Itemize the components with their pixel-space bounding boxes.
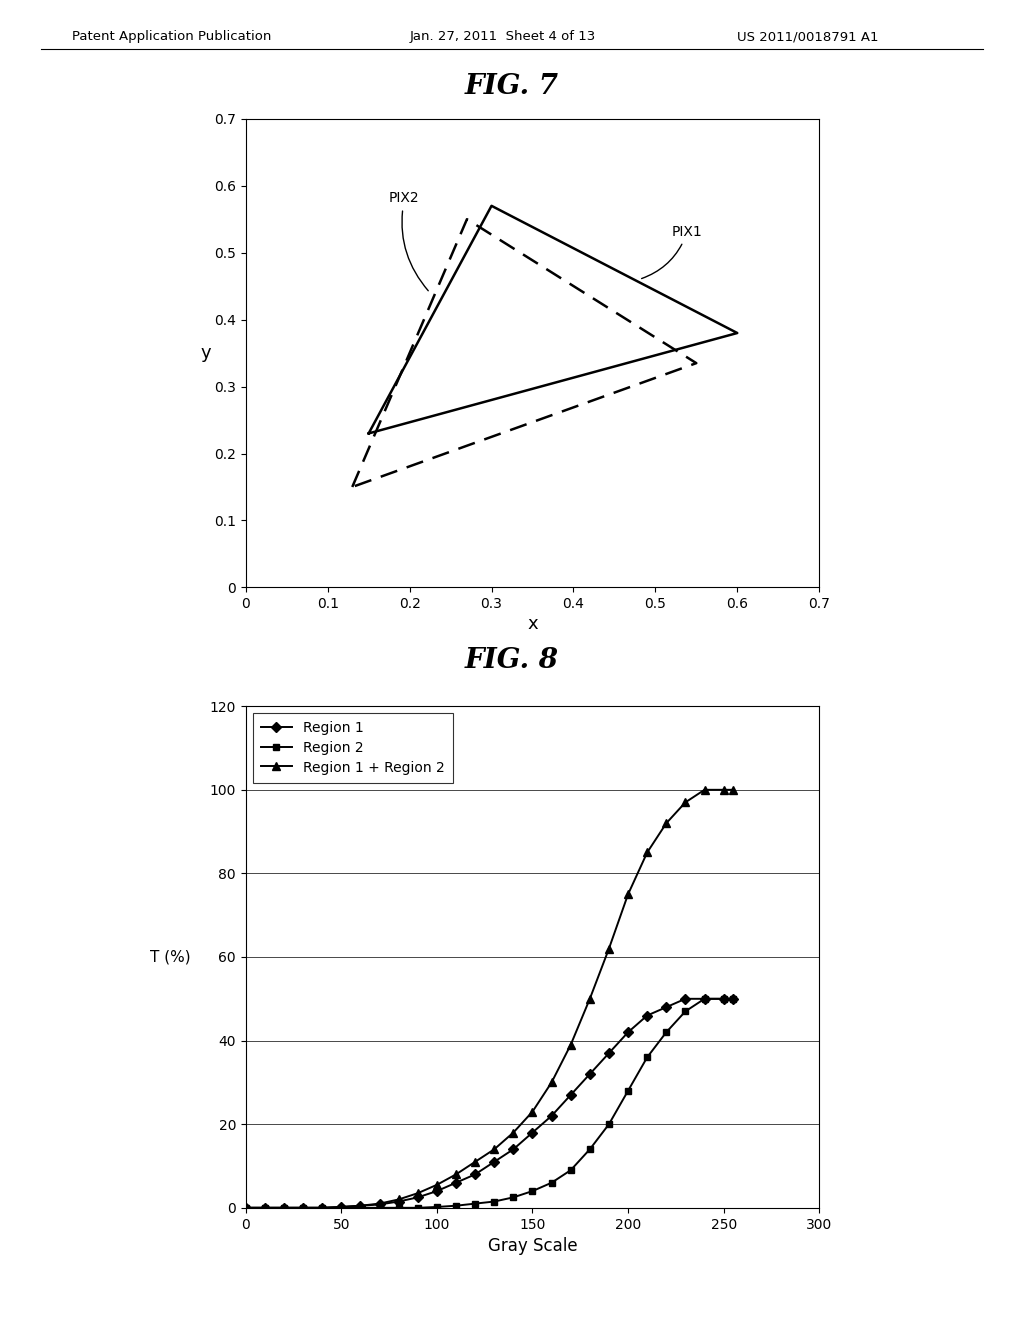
- Region 1 + Region 2: [641, 845, 653, 861]
- Region 1: [488, 1154, 501, 1170]
- Region 1: [354, 1197, 367, 1213]
- Region 2: [335, 1200, 347, 1216]
- Y-axis label: T (%): T (%): [151, 949, 191, 965]
- Legend: Region 1, Region 2, Region 1 + Region 2: Region 1, Region 2, Region 1 + Region 2: [253, 713, 453, 783]
- Text: US 2011/0018791 A1: US 2011/0018791 A1: [737, 30, 879, 44]
- Region 1 + Region 2: [392, 1192, 404, 1208]
- Region 1: [412, 1189, 424, 1205]
- Region 2: [469, 1196, 481, 1212]
- Region 2: [412, 1200, 424, 1216]
- Region 1 + Region 2: [297, 1200, 309, 1216]
- Region 1: [335, 1199, 347, 1214]
- Region 1: [259, 1200, 271, 1216]
- Line: Region 1 + Region 2: Region 1 + Region 2: [242, 785, 737, 1212]
- Text: Jan. 27, 2011  Sheet 4 of 13: Jan. 27, 2011 Sheet 4 of 13: [410, 30, 596, 44]
- Region 2: [278, 1200, 290, 1216]
- Region 1 + Region 2: [727, 781, 739, 797]
- Region 1 + Region 2: [488, 1142, 501, 1158]
- Text: FIG. 7: FIG. 7: [465, 73, 559, 99]
- Region 1: [469, 1167, 481, 1183]
- Region 2: [622, 1082, 634, 1098]
- Region 2: [584, 1142, 596, 1158]
- Region 1 + Region 2: [546, 1074, 558, 1090]
- Text: Patent Application Publication: Patent Application Publication: [72, 30, 271, 44]
- Region 2: [488, 1193, 501, 1209]
- Region 1 + Region 2: [374, 1196, 386, 1212]
- Region 1 + Region 2: [718, 781, 730, 797]
- Region 1 + Region 2: [564, 1038, 577, 1053]
- Region 1 + Region 2: [507, 1125, 519, 1140]
- Region 1: [297, 1200, 309, 1216]
- Line: Region 1: Region 1: [243, 995, 736, 1212]
- Region 1: [603, 1045, 615, 1061]
- Region 1: [316, 1200, 329, 1216]
- Region 1: [727, 991, 739, 1007]
- Region 1 + Region 2: [584, 991, 596, 1007]
- Region 2: [727, 991, 739, 1007]
- Region 1 + Region 2: [240, 1200, 252, 1216]
- Region 1: [392, 1193, 404, 1209]
- Region 2: [660, 1024, 673, 1040]
- Region 1: [584, 1067, 596, 1082]
- Region 1 + Region 2: [450, 1167, 462, 1183]
- Region 1 + Region 2: [316, 1200, 329, 1216]
- Region 2: [240, 1200, 252, 1216]
- Y-axis label: y: y: [201, 345, 211, 362]
- Region 2: [698, 991, 711, 1007]
- X-axis label: Gray Scale: Gray Scale: [487, 1237, 578, 1255]
- Region 2: [374, 1200, 386, 1216]
- Region 1 + Region 2: [679, 795, 691, 810]
- Region 1 + Region 2: [622, 887, 634, 903]
- X-axis label: x: x: [527, 615, 538, 634]
- Region 1: [278, 1200, 290, 1216]
- Region 2: [316, 1200, 329, 1216]
- Region 2: [297, 1200, 309, 1216]
- Region 1 + Region 2: [278, 1200, 290, 1216]
- Region 1: [641, 1007, 653, 1023]
- Region 1: [450, 1175, 462, 1191]
- Region 1: [431, 1183, 443, 1199]
- Region 2: [450, 1197, 462, 1213]
- Region 1 + Region 2: [335, 1199, 347, 1214]
- Region 1 + Region 2: [603, 941, 615, 957]
- Region 2: [546, 1175, 558, 1191]
- Region 2: [507, 1189, 519, 1205]
- Text: FIG. 8: FIG. 8: [465, 647, 559, 673]
- Region 1: [718, 991, 730, 1007]
- Region 2: [679, 1003, 691, 1019]
- Region 1: [526, 1125, 539, 1140]
- Region 1: [564, 1088, 577, 1104]
- Region 1: [240, 1200, 252, 1216]
- Region 1: [507, 1142, 519, 1158]
- Region 1 + Region 2: [660, 816, 673, 832]
- Region 1 + Region 2: [259, 1200, 271, 1216]
- Text: PIX1: PIX1: [642, 224, 702, 279]
- Region 2: [259, 1200, 271, 1216]
- Region 2: [641, 1049, 653, 1065]
- Region 2: [603, 1117, 615, 1133]
- Region 1: [698, 991, 711, 1007]
- Region 1 + Region 2: [698, 781, 711, 797]
- Region 1: [660, 999, 673, 1015]
- Region 1: [374, 1196, 386, 1212]
- Region 2: [526, 1183, 539, 1199]
- Region 1 + Region 2: [431, 1177, 443, 1193]
- Region 1: [546, 1107, 558, 1123]
- Region 2: [718, 991, 730, 1007]
- Region 1 + Region 2: [526, 1104, 539, 1119]
- Region 2: [354, 1200, 367, 1216]
- Region 2: [431, 1199, 443, 1214]
- Region 1: [679, 991, 691, 1007]
- Line: Region 2: Region 2: [243, 995, 736, 1212]
- Region 1 + Region 2: [354, 1197, 367, 1213]
- Text: PIX2: PIX2: [389, 191, 428, 290]
- Region 2: [392, 1200, 404, 1216]
- Region 1: [622, 1024, 634, 1040]
- Region 1 + Region 2: [469, 1154, 481, 1170]
- Region 2: [564, 1163, 577, 1179]
- Region 1 + Region 2: [412, 1185, 424, 1201]
